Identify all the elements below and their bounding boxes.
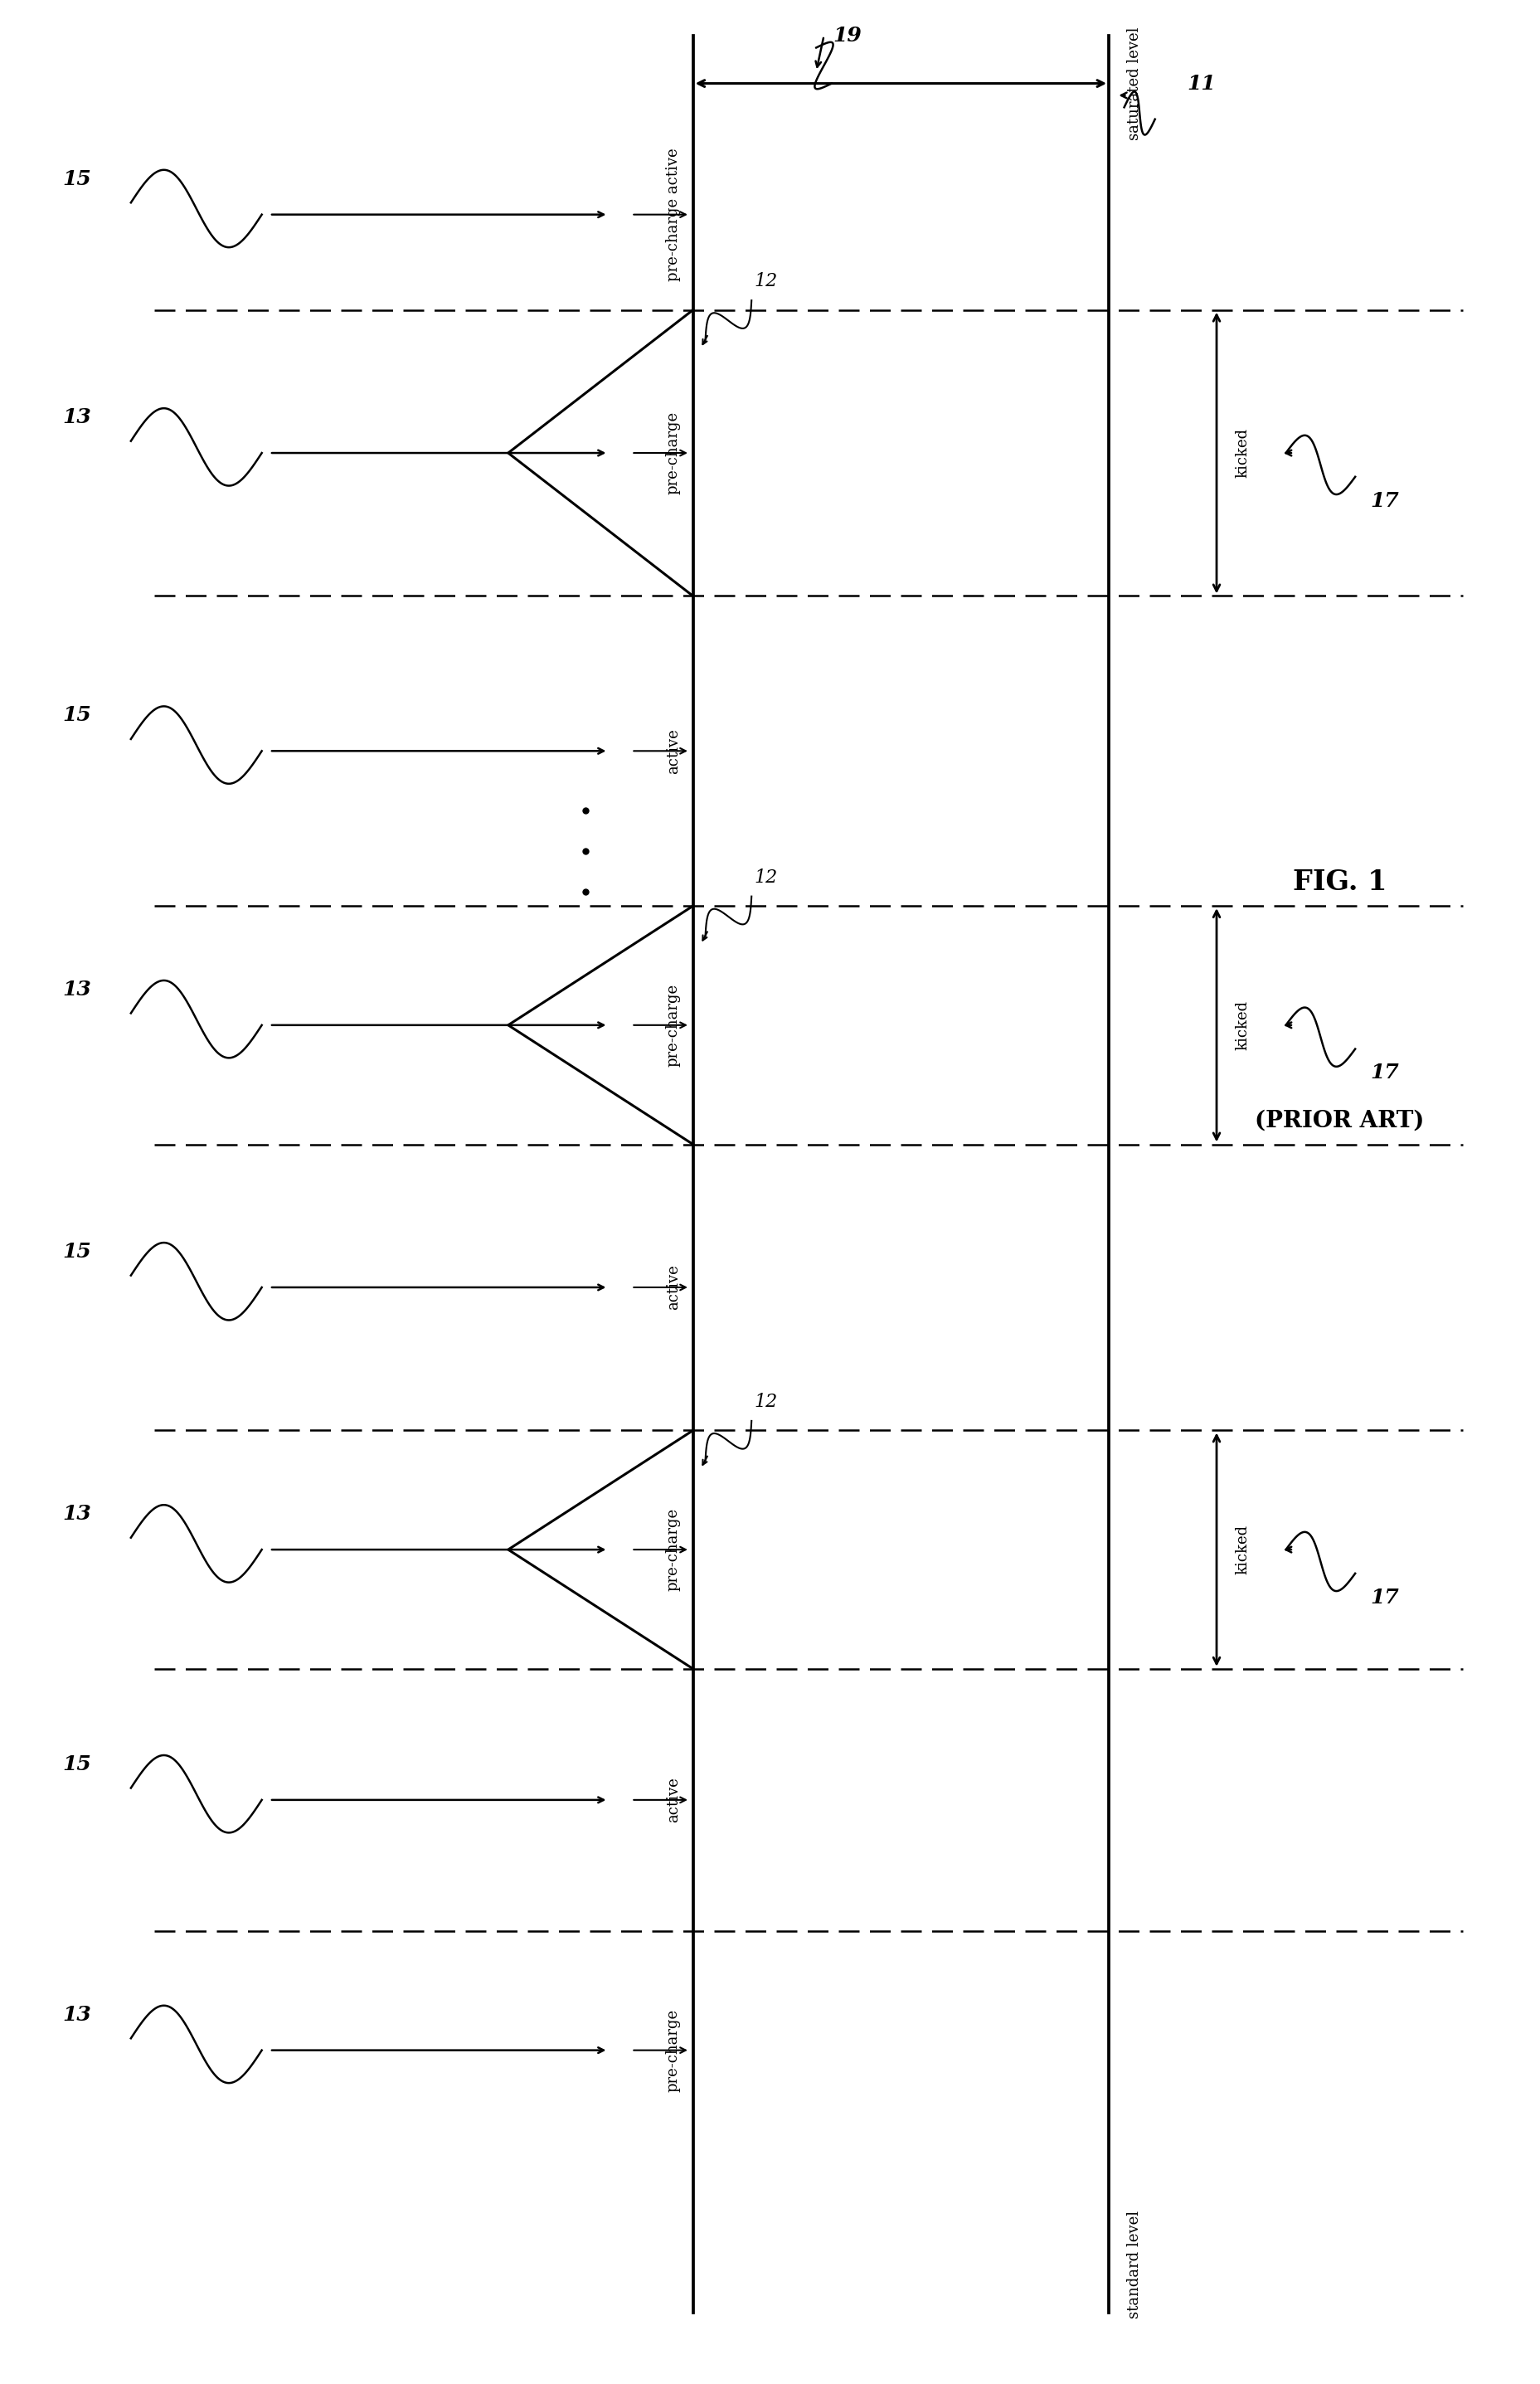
Text: active: active <box>665 1264 681 1311</box>
Text: kicked: kicked <box>1235 429 1250 477</box>
Text: kicked: kicked <box>1235 1001 1250 1049</box>
Text: pre-charge: pre-charge <box>665 2010 681 2091</box>
Text: pre-charge: pre-charge <box>665 985 681 1066</box>
Text: pre-charge: pre-charge <box>665 412 681 493</box>
Text: 12: 12 <box>755 868 778 887</box>
Text: 17: 17 <box>1371 1588 1400 1607</box>
Text: 17: 17 <box>1371 491 1400 510</box>
Text: pre-charge active: pre-charge active <box>665 148 681 281</box>
Text: FIG. 1: FIG. 1 <box>1292 868 1388 896</box>
Text: 12: 12 <box>755 272 778 291</box>
Text: 12: 12 <box>755 1392 778 1411</box>
Text: kicked: kicked <box>1235 1526 1250 1573</box>
Text: 15: 15 <box>63 1242 91 1261</box>
Text: active: active <box>665 727 681 775</box>
Text: saturated level: saturated level <box>1127 26 1143 141</box>
Text: standard level: standard level <box>1127 2210 1143 2320</box>
Text: 11: 11 <box>1187 74 1215 93</box>
Text: (PRIOR ART): (PRIOR ART) <box>1255 1109 1424 1132</box>
Text: 19: 19 <box>833 26 861 45</box>
Text: 13: 13 <box>63 2005 91 2024</box>
Text: 15: 15 <box>63 1755 91 1774</box>
Text: 13: 13 <box>63 1504 91 1523</box>
Text: 15: 15 <box>63 169 91 188</box>
Text: 15: 15 <box>63 706 91 725</box>
Text: 13: 13 <box>63 980 91 999</box>
Text: pre-charge: pre-charge <box>665 1509 681 1590</box>
Text: 13: 13 <box>63 408 91 427</box>
Text: 17: 17 <box>1371 1063 1400 1082</box>
Text: active: active <box>665 1776 681 1824</box>
